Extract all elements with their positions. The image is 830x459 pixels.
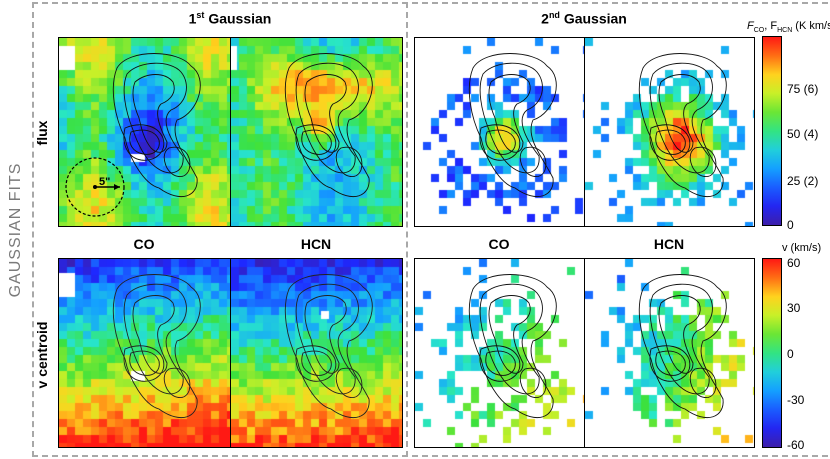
contour-line bbox=[488, 295, 531, 374]
contour-line bbox=[488, 74, 531, 153]
velocity-tick-m30: -30 bbox=[787, 393, 805, 407]
first-gaussian-title: 1st Gaussian bbox=[188, 10, 272, 27]
contour-line bbox=[655, 129, 686, 155]
contour-line bbox=[132, 295, 175, 374]
contour-line bbox=[295, 124, 337, 161]
contour-line bbox=[519, 146, 547, 177]
contour-line bbox=[301, 350, 332, 376]
beam-arrow-head bbox=[114, 184, 120, 190]
contour-line bbox=[335, 146, 363, 177]
contour-line bbox=[163, 146, 191, 177]
contour-line bbox=[649, 62, 713, 174]
left-divider bbox=[32, 2, 34, 457]
velocity-colorbar bbox=[762, 258, 782, 448]
contour-line bbox=[295, 345, 337, 382]
contour-line bbox=[479, 345, 521, 382]
panel-velocity-hcn-second bbox=[584, 258, 755, 448]
contour-line bbox=[468, 274, 557, 418]
contour-line bbox=[485, 350, 516, 376]
row-flux-label: flux bbox=[34, 120, 50, 146]
contour-line bbox=[123, 124, 165, 161]
flux-colorbar-title: FCO, FHCN (K km/s) bbox=[747, 20, 830, 35]
col-label-hcn-2: HCN bbox=[653, 236, 685, 252]
bottom-divider bbox=[32, 455, 828, 457]
contour-line bbox=[638, 274, 727, 418]
velocity-tick-60: 60 bbox=[787, 256, 801, 270]
row-velocity-label: v centroid bbox=[34, 321, 50, 389]
contour-line bbox=[649, 345, 691, 382]
contour-line bbox=[655, 350, 686, 376]
contour-line bbox=[163, 367, 191, 398]
contour-line bbox=[479, 62, 543, 174]
flux-tick-0: 0 bbox=[787, 218, 794, 232]
contour-line bbox=[485, 129, 516, 155]
contour-line bbox=[638, 53, 727, 197]
contour-line bbox=[112, 53, 201, 197]
velocity-colorbar-title: v (km/s) bbox=[782, 242, 822, 254]
panel-flux-hcn-second bbox=[584, 37, 755, 227]
panel-velocity-hcn-first bbox=[230, 258, 403, 448]
side-label-text: GAUSSIAN FITS bbox=[7, 162, 24, 297]
contour-line bbox=[112, 274, 201, 418]
panel-velocity-co-first bbox=[58, 258, 231, 448]
side-label: GAUSSIAN FITS bbox=[4, 0, 28, 459]
contour-line bbox=[649, 124, 691, 161]
col-label-co-2: CO bbox=[488, 236, 510, 252]
contour-line bbox=[123, 62, 187, 174]
contour-line bbox=[123, 345, 165, 382]
beam-circle bbox=[65, 157, 125, 217]
panel-flux-hcn-first bbox=[230, 37, 403, 227]
beam-center bbox=[93, 185, 97, 189]
velocity-tick-0: 0 bbox=[787, 347, 794, 361]
contour-line bbox=[123, 283, 187, 395]
contour-line bbox=[658, 74, 701, 153]
top-divider bbox=[32, 2, 828, 4]
flux-tick-75: 75 (6) bbox=[787, 82, 819, 96]
contour-line bbox=[468, 53, 557, 197]
contour-line bbox=[304, 74, 347, 153]
contour-line bbox=[689, 146, 717, 177]
beam-annotation bbox=[65, 157, 125, 217]
flux-colorbar bbox=[762, 36, 782, 226]
contour-line bbox=[335, 367, 363, 398]
contour-line bbox=[129, 350, 160, 376]
col-label-hcn-1: HCN bbox=[300, 236, 332, 252]
panel-flux-co-first bbox=[58, 37, 231, 227]
second-gaussian-title: 2nd Gaussian bbox=[541, 10, 627, 27]
velocity-tick-m60: -60 bbox=[787, 438, 805, 452]
col-label-co-1: CO bbox=[133, 236, 155, 252]
panel-velocity-co-second bbox=[414, 258, 585, 448]
contour-line bbox=[479, 124, 521, 161]
flux-tick-50: 50 (4) bbox=[787, 127, 819, 141]
contour-line bbox=[519, 367, 547, 398]
contour-line bbox=[132, 74, 175, 153]
flux-tick-25: 25 (2) bbox=[787, 174, 819, 188]
contour-line bbox=[301, 129, 332, 155]
contour-line bbox=[295, 283, 359, 395]
contour-line bbox=[284, 53, 373, 197]
beam-label: 5" bbox=[99, 176, 111, 188]
contour-line bbox=[304, 295, 347, 374]
contour-line bbox=[479, 283, 543, 395]
contour-line bbox=[129, 129, 160, 155]
contour-line bbox=[689, 367, 717, 398]
contour-line bbox=[295, 62, 359, 174]
contour-line bbox=[649, 283, 713, 395]
velocity-tick-30: 30 bbox=[787, 301, 801, 315]
contour-line bbox=[284, 274, 373, 418]
center-divider bbox=[406, 2, 408, 457]
panel-flux-co-second bbox=[414, 37, 585, 227]
contour-line bbox=[658, 295, 701, 374]
